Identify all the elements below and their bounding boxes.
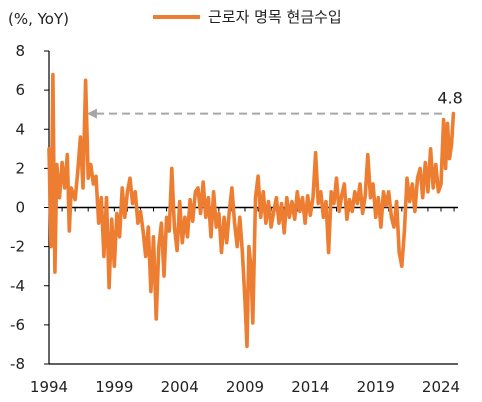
annotation: 4.8 — [86, 89, 463, 119]
y-tick-label: 4 — [15, 120, 25, 138]
x-tick-label: 2014 — [291, 378, 329, 396]
y-tick-label: 6 — [15, 81, 25, 99]
y-axis-ticks: 8 6 4 2 0 -2 -4 -6 -8 — [10, 42, 25, 373]
x-tick-label: 2024 — [422, 378, 460, 396]
y-tick-label: -2 — [10, 238, 25, 256]
x-tick-label: 1999 — [95, 378, 133, 396]
y-tick-label: -4 — [10, 277, 25, 295]
series-line — [47, 72, 456, 349]
x-tick-label: 2019 — [357, 378, 395, 396]
annotation-label: 4.8 — [437, 89, 462, 108]
x-tick-label: 2009 — [226, 378, 264, 396]
y-tick-label: -8 — [10, 355, 25, 373]
y-unit-label: (%, YoY) — [8, 10, 69, 28]
x-tick-label: 1994 — [30, 378, 68, 396]
legend-label: 근로자 명목 현금수입 — [208, 8, 342, 26]
annotation-arrowhead — [86, 108, 97, 119]
y-tick-label: 2 — [15, 159, 25, 177]
y-tick-label: 8 — [15, 42, 25, 60]
x-axis-ticks: 1994 1999 2004 2009 2014 2019 2024 — [30, 378, 460, 396]
y-tick-label: 0 — [15, 199, 25, 217]
y-tick-label: -6 — [10, 316, 25, 334]
legend: 근로자 명목 현금수입 — [153, 8, 342, 26]
x-tick-label: 2004 — [161, 378, 199, 396]
